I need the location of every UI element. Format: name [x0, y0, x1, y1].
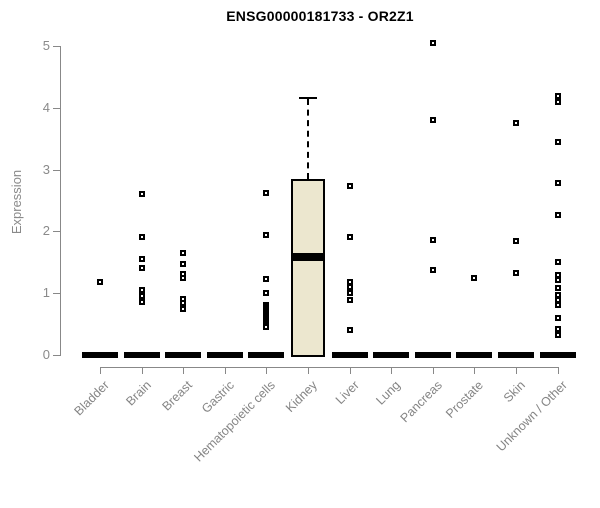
y-tick-label: 3 — [42, 162, 50, 177]
outlier-point — [430, 267, 436, 273]
outlier-point — [180, 261, 186, 267]
y-tick-label: 4 — [42, 100, 50, 115]
x-axis-tick — [558, 367, 559, 374]
outlier-point — [347, 297, 353, 303]
x-axis-tick — [433, 367, 434, 374]
outlier-point — [555, 315, 561, 321]
collapsed-box-bar — [207, 352, 243, 358]
outlier-point — [139, 234, 145, 240]
x-axis-tick — [350, 367, 351, 374]
x-axis-tick — [142, 367, 143, 374]
x-axis-tick — [474, 367, 475, 374]
y-tick-label: 1 — [42, 285, 50, 300]
outlier-point — [139, 299, 145, 305]
x-axis-tick — [266, 367, 267, 374]
collapsed-box-bar — [82, 352, 118, 358]
outlier-point — [139, 293, 145, 299]
outlier-point — [263, 276, 269, 282]
x-axis-tick — [516, 367, 517, 374]
collapsed-box-bar — [373, 352, 409, 358]
boxplot-box — [291, 179, 325, 357]
y-axis-tick — [53, 355, 60, 356]
outlier-point — [263, 190, 269, 196]
outlier-point — [180, 250, 186, 256]
outlier-point — [263, 290, 269, 296]
outlier-point — [555, 259, 561, 265]
collapsed-box-bar — [332, 352, 368, 358]
outlier-point — [555, 212, 561, 218]
outlier-point — [555, 277, 561, 283]
median-line — [291, 253, 325, 261]
outlier-point — [555, 285, 561, 291]
y-axis-tick — [53, 170, 60, 171]
outlier-point — [180, 306, 186, 312]
outlier-point — [347, 183, 353, 189]
upper-whisker — [307, 98, 309, 179]
collapsed-box-bar — [415, 352, 451, 358]
y-axis-tick — [53, 46, 60, 47]
x-axis-tick — [225, 367, 226, 374]
y-axis-label: Expression — [9, 169, 24, 235]
collapsed-box-bar — [248, 352, 284, 358]
outlier-point — [513, 120, 519, 126]
collapsed-box-bar — [165, 352, 201, 358]
outlier-point — [347, 327, 353, 333]
x-axis-tick — [183, 367, 184, 374]
outlier-point — [430, 117, 436, 123]
y-tick-label: 2 — [42, 223, 50, 238]
x-axis-tick — [391, 367, 392, 374]
outlier-point — [555, 139, 561, 145]
outlier-point — [555, 99, 561, 105]
outlier-point — [139, 256, 145, 262]
y-tick-label: 5 — [42, 38, 50, 53]
chart-title: ENSG00000181733 - OR2Z1 — [226, 8, 414, 24]
outlier-point — [347, 284, 353, 290]
y-axis-tick — [53, 293, 60, 294]
outlier-point — [347, 290, 353, 296]
outlier-point — [263, 324, 269, 330]
outlier-point — [513, 270, 519, 276]
x-axis-tick — [308, 367, 309, 374]
outlier-point — [263, 232, 269, 238]
outlier-point — [555, 326, 561, 332]
collapsed-box-bar — [498, 352, 534, 358]
outlier-point — [430, 237, 436, 243]
collapsed-box-bar — [456, 352, 492, 358]
y-axis-tick — [53, 108, 60, 109]
outlier-point — [139, 265, 145, 271]
outlier-point — [555, 93, 561, 99]
outlier-point — [555, 332, 561, 338]
collapsed-box-bar — [124, 352, 160, 358]
x-axis-line — [100, 367, 559, 368]
y-tick-label: 0 — [42, 347, 50, 362]
outlier-point — [347, 234, 353, 240]
outlier-point — [139, 191, 145, 197]
outlier-point — [555, 302, 561, 308]
outlier-point — [180, 275, 186, 281]
y-axis-line — [60, 46, 61, 356]
y-axis-tick — [53, 231, 60, 232]
outlier-point — [430, 40, 436, 46]
outlier-point — [513, 238, 519, 244]
outlier-point — [139, 287, 145, 293]
outlier-point — [555, 180, 561, 186]
collapsed-box-bar — [540, 352, 576, 358]
outlier-point — [180, 300, 186, 306]
whisker-cap — [299, 96, 317, 99]
outlier-point — [97, 279, 103, 285]
x-axis-tick — [100, 367, 101, 374]
outlier-point — [471, 275, 477, 281]
